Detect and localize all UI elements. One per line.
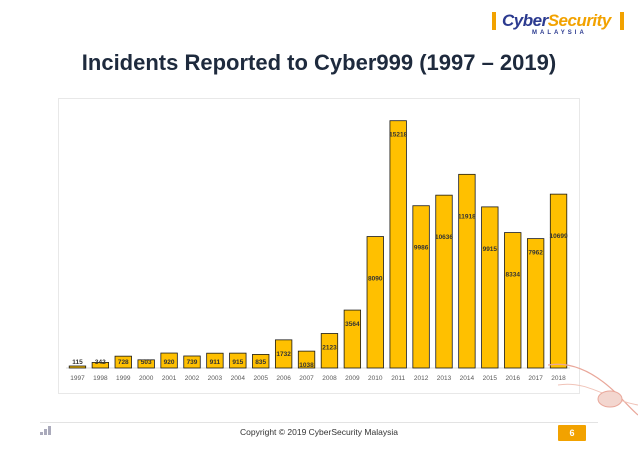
x-tick-label-2005: 2005 bbox=[253, 375, 268, 382]
data-label-2000: 503 bbox=[141, 359, 152, 366]
bar-2010 bbox=[366, 236, 384, 369]
data-label-1998: 342 bbox=[95, 359, 106, 366]
grid-icon bbox=[40, 426, 51, 435]
data-label-2016: 8334 bbox=[505, 272, 520, 279]
bar-1999 bbox=[114, 355, 132, 369]
data-label-1999: 728 bbox=[118, 359, 129, 366]
bar-2002 bbox=[183, 355, 201, 369]
data-label-2006: 1732 bbox=[276, 351, 291, 358]
logo-brand-text: CyberSecurity bbox=[502, 11, 611, 31]
logo-bracket-left bbox=[492, 12, 496, 30]
bar-2018 bbox=[549, 193, 568, 369]
data-label-2018: 10699 bbox=[550, 233, 568, 240]
bar-2017 bbox=[526, 238, 545, 369]
x-tick-label-2011: 2011 bbox=[391, 375, 405, 382]
bar-2003 bbox=[206, 352, 224, 369]
data-label-1997: 115 bbox=[72, 359, 83, 366]
bar-2001 bbox=[160, 352, 178, 369]
x-tick-label-2007: 2007 bbox=[299, 375, 314, 382]
bar-2015 bbox=[481, 206, 499, 369]
bar-2012 bbox=[412, 205, 430, 369]
x-tick-label-2008: 2008 bbox=[322, 375, 337, 382]
data-label-2012: 9986 bbox=[414, 245, 429, 252]
bar-2005 bbox=[252, 354, 270, 369]
bar-chart: 115 1997 342 1998 728 1999 503 2000 920 2001 739 20… bbox=[66, 120, 570, 382]
data-label-2010: 8090 bbox=[368, 276, 383, 283]
data-label-2009: 3564 bbox=[345, 321, 360, 328]
bar-2014 bbox=[458, 173, 476, 369]
x-tick-label-2009: 2009 bbox=[345, 375, 360, 382]
x-tick-label-1997: 1997 bbox=[70, 375, 85, 382]
logo-brand-sub: MALAYSIA bbox=[532, 30, 587, 36]
copyright-text: Copyright © 2019 CyberSecurity Malaysia bbox=[240, 427, 398, 437]
x-tick-label-2014: 2014 bbox=[460, 375, 475, 382]
x-tick-label-2018: 2018 bbox=[551, 375, 566, 382]
x-tick-label-2013: 2013 bbox=[437, 375, 452, 382]
x-tick-label-2003: 2003 bbox=[208, 375, 223, 382]
page-title: Incidents Reported to Cyber999 (1997 – 2… bbox=[81, 50, 557, 75]
footer-divider bbox=[40, 422, 598, 423]
data-label-2002: 739 bbox=[187, 359, 198, 366]
x-tick-label-2002: 2002 bbox=[185, 375, 200, 382]
x-tick-label-2012: 2012 bbox=[414, 375, 429, 382]
bar-2013 bbox=[435, 194, 453, 369]
bar-2000 bbox=[137, 359, 155, 369]
x-tick-label-2015: 2015 bbox=[483, 375, 498, 382]
footer: Copyright © 2019 CyberSecurity Malaysia … bbox=[0, 422, 638, 446]
data-label-2001: 920 bbox=[164, 359, 175, 366]
data-label-2005: 835 bbox=[255, 359, 266, 366]
data-label-2011: 15218 bbox=[389, 132, 407, 139]
bar-1998 bbox=[91, 362, 110, 369]
x-tick-label-2010: 2010 bbox=[368, 375, 383, 382]
logo-brand-main: CyberSecurity bbox=[502, 11, 611, 30]
data-label-2003: 911 bbox=[210, 359, 221, 366]
bar-2007 bbox=[297, 350, 316, 369]
bar-2006 bbox=[274, 339, 293, 369]
mouse-cable-decoration bbox=[548, 363, 638, 416]
x-tick-label-2001: 2001 bbox=[162, 375, 177, 382]
data-label-2014: 11918 bbox=[458, 213, 476, 220]
x-tick-label-2017: 2017 bbox=[528, 375, 543, 382]
data-label-2007: 1038 bbox=[299, 362, 314, 369]
logo-bracket-right bbox=[620, 12, 624, 30]
bar-2008 bbox=[320, 333, 339, 369]
x-tick-label-2016: 2016 bbox=[505, 375, 520, 382]
data-label-2008: 2123 bbox=[322, 345, 337, 352]
bar-2011 bbox=[389, 120, 407, 369]
x-tick-label-2004: 2004 bbox=[231, 375, 246, 382]
bar-2004 bbox=[229, 352, 247, 369]
data-label-2013: 10636 bbox=[435, 234, 453, 241]
data-label-2017: 7962 bbox=[528, 250, 543, 257]
x-tick-label-2000: 2000 bbox=[139, 375, 154, 382]
data-label-2015: 9915 bbox=[483, 246, 498, 253]
data-label-2004: 915 bbox=[232, 359, 243, 366]
bar-2016 bbox=[504, 232, 522, 369]
bar-1997 bbox=[68, 365, 87, 369]
x-tick-label-1999: 1999 bbox=[116, 375, 131, 382]
bar-2009 bbox=[343, 309, 362, 369]
x-tick-label-1998: 1998 bbox=[93, 375, 108, 382]
x-tick-label-2006: 2006 bbox=[276, 375, 291, 382]
cybersecurity-malaysia-logo: CyberSecurity MALAYSIA bbox=[492, 8, 626, 42]
page-number-badge: 6 bbox=[558, 425, 586, 441]
